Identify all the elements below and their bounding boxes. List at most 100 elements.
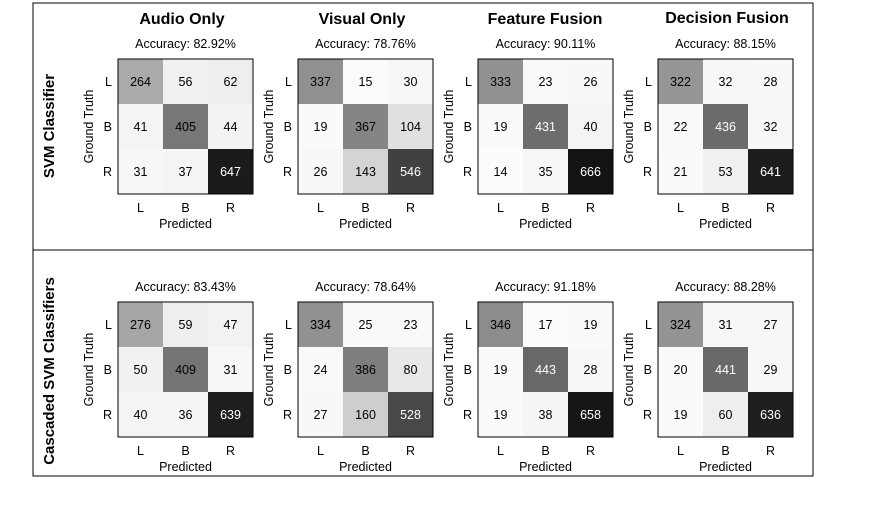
y-axis-label: Ground Truth <box>82 333 96 407</box>
x-tick-label: L <box>317 201 324 215</box>
row-title-cascaded-svm-classifiers: Cascaded SVM Classifiers <box>41 277 58 465</box>
matrix-cell <box>208 302 253 347</box>
cell-value: 44 <box>224 120 238 134</box>
y-tick-label: L <box>105 75 112 89</box>
accuracy-label: Accuracy: 83.43% <box>135 280 236 294</box>
column-title-visual-only: Visual Only <box>319 11 406 28</box>
cell-value: 636 <box>760 408 781 422</box>
panel-cascaded-svm-classifiers-audio-only: 276 59 47 50 409 31 40 36 639 Accuracy: 83.43% L L B… <box>82 280 254 474</box>
cell-value: 28 <box>764 75 778 89</box>
matrix-cell <box>478 392 523 437</box>
cell-value: 41 <box>134 120 148 134</box>
matrix-cell <box>703 392 748 437</box>
matrix-cell <box>748 392 793 437</box>
matrix-cell <box>388 347 433 392</box>
cell-value: 441 <box>715 363 736 377</box>
cell-value: 19 <box>494 408 508 422</box>
panels: 264 56 62 41 405 44 31 37 647 Accuracy: 82.92% L L B… <box>82 37 794 474</box>
cell-value: 17 <box>539 318 553 332</box>
x-axis-label: Predicted <box>339 217 392 231</box>
cell-value: 264 <box>130 75 151 89</box>
cell-value: 641 <box>760 165 781 179</box>
matrix-cell <box>343 59 388 104</box>
matrix-cell <box>748 149 793 194</box>
cell-value: 276 <box>130 318 151 332</box>
matrix-cell <box>703 59 748 104</box>
cell-value: 32 <box>764 120 778 134</box>
cell-value: 37 <box>179 165 193 179</box>
panel-cascaded-svm-classifiers-decision-fusion: 324 31 27 20 441 29 19 60 636 Accuracy: 88.28% L L B… <box>622 280 794 474</box>
x-tick-label: B <box>361 444 369 458</box>
y-tick-label: R <box>463 165 472 179</box>
cell-value: 658 <box>580 408 601 422</box>
x-tick-label: R <box>586 444 595 458</box>
matrix-cell <box>298 302 343 347</box>
y-tick-label: R <box>643 408 652 422</box>
y-tick-label: B <box>284 120 292 134</box>
matrix-cell <box>388 302 433 347</box>
matrix-cell <box>703 104 748 149</box>
y-tick-label: B <box>284 363 292 377</box>
cell-value: 15 <box>359 75 373 89</box>
x-axis-label: Predicted <box>519 460 572 474</box>
matrix-cell <box>208 392 253 437</box>
matrix-cell <box>163 392 208 437</box>
matrix-frame <box>657 58 794 195</box>
x-tick-label: B <box>721 444 729 458</box>
matrix-cell <box>118 392 163 437</box>
accuracy-label: Accuracy: 88.15% <box>675 37 776 51</box>
matrix-cell <box>568 347 613 392</box>
y-tick-label: B <box>104 120 112 134</box>
matrix-cell <box>388 104 433 149</box>
matrix-cell <box>118 104 163 149</box>
matrix-cell <box>388 59 433 104</box>
cell-value: 24 <box>314 363 328 377</box>
cell-value: 53 <box>719 165 733 179</box>
matrix-cell <box>658 347 703 392</box>
cell-value: 30 <box>404 75 418 89</box>
matrix-cell <box>298 104 343 149</box>
matrix-cell <box>298 392 343 437</box>
cell-value: 405 <box>175 120 196 134</box>
y-axis-label: Ground Truth <box>262 333 276 407</box>
y-axis-label: Ground Truth <box>622 90 636 164</box>
matrix-cell <box>298 347 343 392</box>
matrix-frame <box>477 301 614 438</box>
matrix-cell <box>523 302 568 347</box>
accuracy-label: Accuracy: 82.92% <box>135 37 236 51</box>
y-tick-label: B <box>644 120 652 134</box>
cell-value: 56 <box>179 75 193 89</box>
matrix-cell <box>388 149 433 194</box>
y-axis-label: Ground Truth <box>82 90 96 164</box>
matrix-cell <box>208 149 253 194</box>
matrix-cell <box>343 104 388 149</box>
cell-value: 26 <box>314 165 328 179</box>
y-tick-label: B <box>464 363 472 377</box>
matrix-frame <box>117 301 254 438</box>
matrix-cell <box>163 347 208 392</box>
cell-value: 322 <box>670 75 691 89</box>
cell-value: 19 <box>494 363 508 377</box>
cell-value: 23 <box>404 318 418 332</box>
y-tick-label: B <box>644 363 652 377</box>
x-tick-label: L <box>497 201 504 215</box>
panel-cascaded-svm-classifiers-visual-only: 334 25 23 24 386 80 27 160 528 Accuracy: 78.64% L L… <box>262 280 434 474</box>
cell-value: 346 <box>490 318 511 332</box>
x-tick-label: B <box>361 201 369 215</box>
y-tick-label: L <box>645 318 652 332</box>
panel-svm-classifier-visual-only: 337 15 30 19 367 104 26 143 546 Accuracy: 78.76% L… <box>262 37 434 231</box>
x-tick-label: R <box>406 201 415 215</box>
y-axis-label: Ground Truth <box>262 90 276 164</box>
matrix-cell <box>703 302 748 347</box>
cell-value: 436 <box>715 120 736 134</box>
matrix-cell <box>748 104 793 149</box>
cell-value: 80 <box>404 363 418 377</box>
cell-value: 431 <box>535 120 556 134</box>
cell-value: 27 <box>764 318 778 332</box>
cell-value: 62 <box>224 75 238 89</box>
x-tick-label: L <box>677 201 684 215</box>
accuracy-label: Accuracy: 90.11% <box>496 37 596 51</box>
cell-value: 334 <box>310 318 331 332</box>
matrix-cell <box>658 302 703 347</box>
